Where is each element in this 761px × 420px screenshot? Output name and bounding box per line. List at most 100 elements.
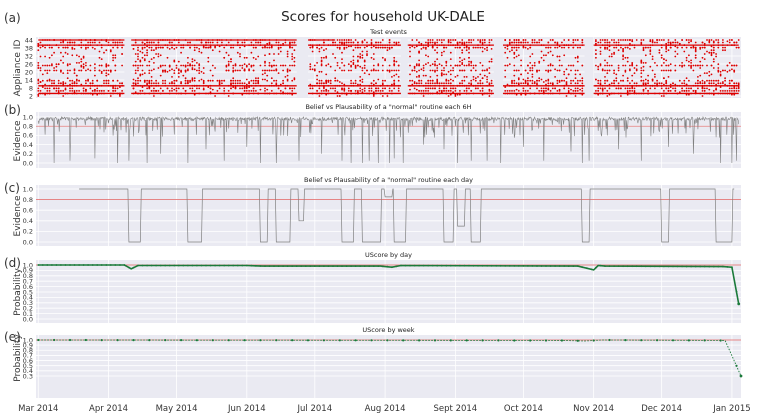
event-point [651,55,654,58]
event-point [150,90,153,92]
event-point [663,69,665,72]
event-point [606,69,609,72]
event-point [581,41,584,44]
x-tick-label: Jul 2014 [297,404,333,414]
event-point [255,79,257,82]
event-point [622,55,624,58]
event-point [674,45,677,48]
event-point [98,64,101,67]
event-point [105,49,108,52]
event-point [359,53,362,55]
event-point [481,90,484,92]
event-point [230,58,232,60]
event-point [703,42,706,45]
event-point [141,48,144,50]
event-point [119,41,121,44]
event-point [189,87,192,90]
event-point [427,87,430,90]
event-point [488,88,491,91]
event-point [293,60,296,63]
event-point [717,46,720,49]
event-point [121,82,123,85]
uscore-marker [676,265,679,268]
uscore-marker [377,265,380,267]
event-point [474,46,477,49]
event-point [488,60,491,63]
event-point [554,41,556,44]
event-point [443,82,445,85]
uscore-marker [232,264,235,267]
event-point [279,83,282,86]
event-point [51,46,53,49]
event-point [366,50,368,53]
event-point [162,82,164,85]
event-point [411,83,414,86]
event-point [572,41,575,44]
event-point [456,41,459,44]
event-point [728,90,731,92]
event-point [243,45,246,48]
event-point [710,39,713,41]
panel-label: (d) [4,256,21,270]
event-point [606,39,609,41]
event-point [651,58,654,60]
event-point [261,46,264,49]
event-point [286,70,289,73]
event-point [533,41,536,44]
event-point [146,79,149,82]
event-point [703,82,706,85]
event-point [180,82,183,85]
event-point [218,81,221,83]
event-point [536,41,538,44]
event-point [613,72,615,74]
event-point [166,70,169,73]
event-point [189,64,192,67]
event-point [270,46,273,49]
event-point [37,90,40,92]
event-point [259,88,262,91]
event-point [257,82,260,85]
event-point [581,64,584,67]
event-point [386,46,389,49]
event-point [595,78,597,81]
event-point [359,83,362,86]
uscore-marker [654,265,656,268]
event-point [114,41,117,44]
event-point [207,46,210,49]
event-point [343,42,346,45]
uscore-marker [536,265,538,267]
event-point [64,82,67,85]
event-point [728,87,731,90]
event-point [202,72,205,74]
event-point [690,87,692,90]
event-point [191,58,194,60]
event-point [187,81,189,83]
evidence-line [38,115,739,164]
event-point [350,90,352,92]
event-point [644,62,647,64]
event-point [558,81,561,83]
event-point [536,87,538,90]
event-point [620,39,622,41]
event-point [393,56,396,59]
event-point [241,93,244,96]
event-point [255,46,257,49]
event-point [291,53,294,55]
event-point [688,93,690,96]
event-point [291,87,294,90]
event-point [699,74,702,77]
event-point [445,90,448,92]
event-point [191,60,194,63]
event-point [531,82,534,85]
event-point [180,81,183,83]
event-point [134,64,137,67]
event-point [558,79,561,82]
event-point [216,41,219,44]
event-point [685,46,688,49]
event-point [189,63,192,66]
event-point [531,79,534,82]
event-point [456,42,459,45]
event-point [168,41,171,44]
event-point [141,41,144,44]
event-point [343,46,346,49]
